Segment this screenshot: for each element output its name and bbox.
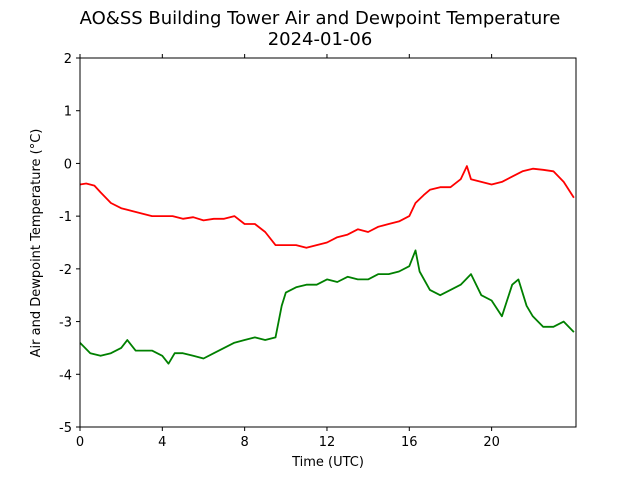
x-tick-label: 8 <box>241 435 249 450</box>
y-axis-label: Air and Dewpoint Temperature (°C) <box>29 129 44 358</box>
series-line-1 <box>79 165 575 249</box>
x-axis-label: Time (UTC) <box>291 455 364 470</box>
y-tick-label: -1 <box>59 210 72 225</box>
plot-frame <box>79 57 577 428</box>
chart-title: AO&SS Building Tower Air and Dewpoint Te… <box>80 8 561 29</box>
y-tick-label: -5 <box>59 421 72 436</box>
y-tick-label: -2 <box>59 263 72 278</box>
x-tick-label: 16 <box>401 435 418 450</box>
x-tick-label: 0 <box>76 435 84 450</box>
x-tick-label: 4 <box>158 435 166 450</box>
y-tick-label: -3 <box>59 316 72 331</box>
chart-subtitle: 2024-01-06 <box>268 29 373 50</box>
y-tick-label: 1 <box>64 105 72 120</box>
x-tick-label: 12 <box>319 435 336 450</box>
series-layer <box>79 165 575 365</box>
x-tick-label: 20 <box>483 435 500 450</box>
y-tick-label: 0 <box>64 157 72 172</box>
series-line-2 <box>79 249 575 365</box>
y-tick-label: 2 <box>64 52 72 67</box>
y-tick-label: -4 <box>59 368 72 383</box>
